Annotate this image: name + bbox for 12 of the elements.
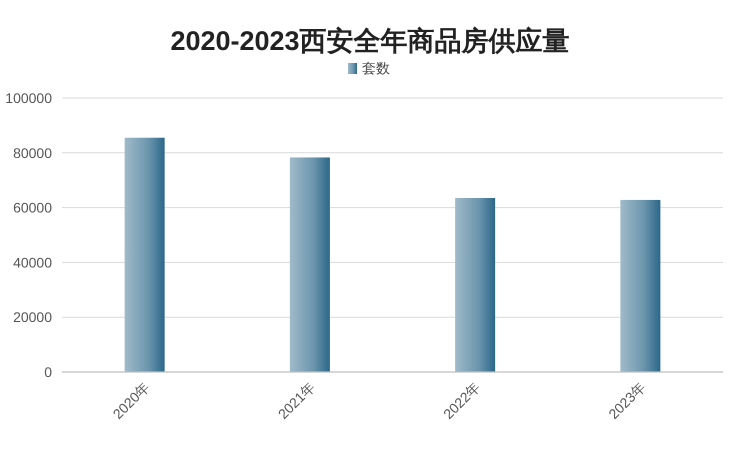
y-tick-label: 80000 [13,144,52,161]
legend-label: 套数 [362,60,390,76]
y-tick-label: 60000 [13,200,52,216]
chart-title: 2020-2023西安全年商品房供应量 [170,26,570,56]
bar [620,200,660,372]
y-tick-label: 20000 [13,309,52,326]
y-tick-label: 40000 [13,254,52,270]
y-tick-label: 0 [44,364,52,380]
bar [124,138,165,372]
y-tick-label: 100000 [5,90,52,106]
bar [290,157,330,372]
bar [455,198,496,372]
